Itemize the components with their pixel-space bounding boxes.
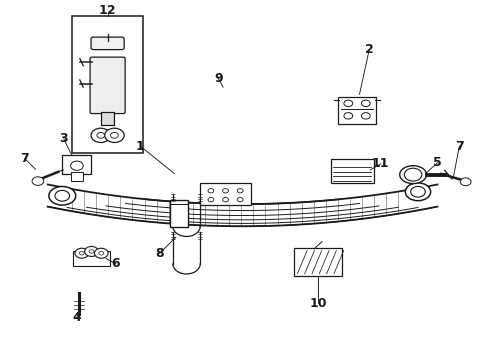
Circle shape	[32, 177, 44, 185]
FancyBboxPatch shape	[62, 155, 91, 174]
Text: 6: 6	[112, 257, 120, 270]
Text: 11: 11	[372, 157, 389, 170]
Circle shape	[208, 198, 214, 202]
FancyBboxPatch shape	[90, 57, 125, 113]
Circle shape	[237, 189, 243, 193]
FancyBboxPatch shape	[294, 248, 342, 276]
Circle shape	[344, 100, 353, 107]
Circle shape	[222, 189, 228, 193]
Bar	[101, 112, 115, 125]
Circle shape	[85, 247, 98, 256]
Circle shape	[404, 168, 422, 181]
Text: 12: 12	[99, 4, 116, 17]
FancyBboxPatch shape	[338, 97, 376, 123]
Ellipse shape	[49, 186, 75, 205]
FancyBboxPatch shape	[200, 183, 251, 205]
Circle shape	[91, 128, 111, 143]
Text: 3: 3	[59, 132, 68, 145]
FancyBboxPatch shape	[91, 37, 124, 50]
Circle shape	[95, 248, 108, 258]
Circle shape	[75, 248, 89, 258]
Circle shape	[55, 190, 70, 201]
Text: 7: 7	[21, 152, 29, 165]
FancyBboxPatch shape	[71, 172, 83, 181]
Circle shape	[208, 189, 214, 193]
Circle shape	[237, 198, 243, 202]
Circle shape	[97, 132, 105, 138]
FancyBboxPatch shape	[73, 251, 110, 266]
Text: 2: 2	[365, 43, 373, 56]
Circle shape	[362, 100, 370, 107]
Circle shape	[222, 198, 228, 202]
Ellipse shape	[400, 166, 426, 184]
Circle shape	[89, 249, 94, 253]
Text: 8: 8	[155, 247, 164, 260]
Circle shape	[99, 251, 104, 255]
Ellipse shape	[405, 183, 431, 201]
Text: 7: 7	[455, 140, 464, 153]
Circle shape	[362, 113, 370, 119]
Text: 10: 10	[309, 297, 327, 310]
Circle shape	[79, 251, 84, 255]
Text: 4: 4	[73, 311, 81, 324]
Circle shape	[71, 161, 83, 170]
Text: 1: 1	[136, 140, 145, 153]
Circle shape	[344, 113, 353, 119]
Text: 9: 9	[214, 72, 222, 85]
Circle shape	[411, 186, 425, 197]
Text: 5: 5	[433, 156, 442, 169]
FancyBboxPatch shape	[171, 199, 188, 227]
Circle shape	[105, 128, 124, 143]
Circle shape	[111, 132, 118, 138]
Bar	[72, 16, 143, 153]
Circle shape	[460, 178, 471, 186]
FancyBboxPatch shape	[331, 159, 374, 183]
